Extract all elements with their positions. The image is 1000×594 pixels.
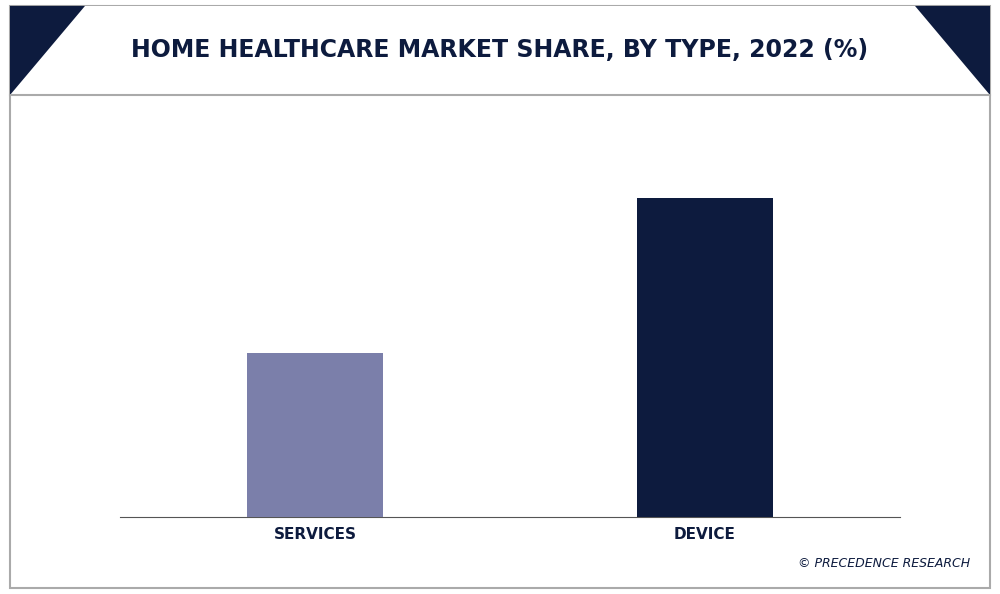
Text: © PRECEDENCE RESEARCH: © PRECEDENCE RESEARCH — [798, 557, 970, 570]
Bar — [247, 353, 383, 517]
Polygon shape — [10, 6, 85, 95]
Polygon shape — [915, 6, 990, 95]
Text: HOME HEALTHCARE MARKET SHARE, BY TYPE, 2022 (%): HOME HEALTHCARE MARKET SHARE, BY TYPE, 2… — [131, 39, 869, 62]
Bar — [637, 198, 773, 517]
Bar — [10, 6, 990, 95]
